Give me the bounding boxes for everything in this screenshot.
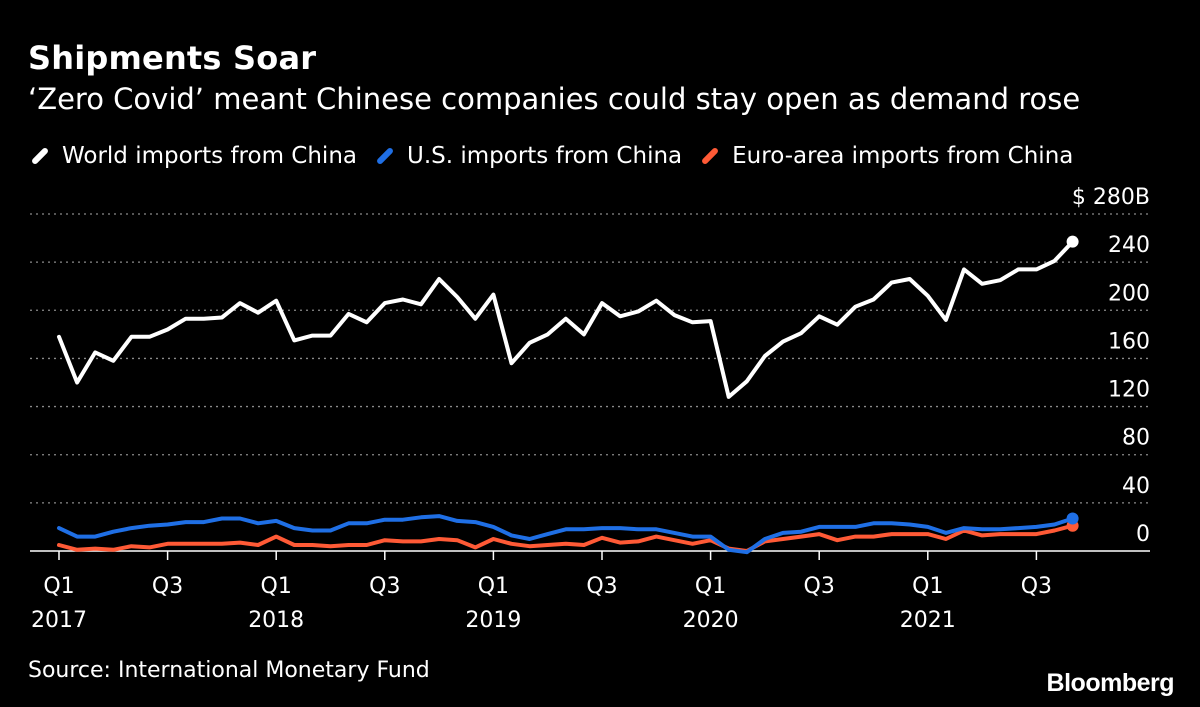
us-imports-endpoint: [1066, 512, 1079, 525]
y-tick-label: 120: [1108, 378, 1150, 403]
y-tick-label: 80: [1122, 426, 1150, 451]
x-tick-year-label: 2021: [900, 608, 956, 633]
x-tick-year-label: 2017: [31, 608, 87, 633]
y-tick-label: 240: [1108, 233, 1150, 258]
x-tick-label: Q1: [261, 574, 292, 599]
euro-imports-line: [57, 523, 1075, 553]
y-tick-label: 200: [1108, 281, 1150, 306]
x-tick-label: Q1: [695, 574, 726, 599]
y-tick-label: 160: [1108, 329, 1150, 354]
x-tick-year-label: 2020: [683, 608, 739, 633]
x-tick-label: Q3: [369, 574, 400, 599]
x-tick-label: Q3: [152, 574, 183, 599]
chart-legend: World imports from China U.S. imports fr…: [30, 140, 1091, 172]
legend-label-euro: Euro-area imports from China: [732, 143, 1074, 169]
chart-subtitle: ‘Zero Covid’ meant Chinese companies cou…: [28, 82, 1081, 116]
x-tick-label: Q1: [43, 574, 74, 599]
legend-item-us: U.S. imports from China: [375, 143, 682, 169]
x-tick-label: Q3: [804, 574, 835, 599]
bloomberg-logo: Bloomberg: [1046, 669, 1175, 697]
y-tick-label: 40: [1122, 474, 1150, 499]
x-tick-label: Q1: [912, 574, 943, 599]
x-tick-label: Q1: [478, 574, 509, 599]
y-tick-label: 0: [1136, 522, 1150, 547]
x-tick-year-label: 2019: [465, 608, 521, 633]
legend-item-world: World imports from China: [30, 143, 357, 169]
x-tick-year-label: 2018: [248, 608, 304, 633]
us-imports-line: [57, 514, 1075, 555]
legend-item-euro: Euro-area imports from China: [700, 143, 1073, 169]
world-imports-line: [57, 239, 1075, 399]
x-tick-label: Q3: [586, 574, 617, 599]
x-tick-label: Q3: [1021, 574, 1052, 599]
legend-label-world: World imports from China: [62, 143, 357, 169]
world-imports-endpoint: [1066, 235, 1079, 248]
source-note: Source: International Monetary Fund: [28, 658, 430, 683]
legend-label-us: U.S. imports from China: [407, 143, 683, 169]
chart-title: Shipments Soar: [28, 39, 317, 77]
y-tick-label: $ 280B: [1072, 185, 1150, 210]
